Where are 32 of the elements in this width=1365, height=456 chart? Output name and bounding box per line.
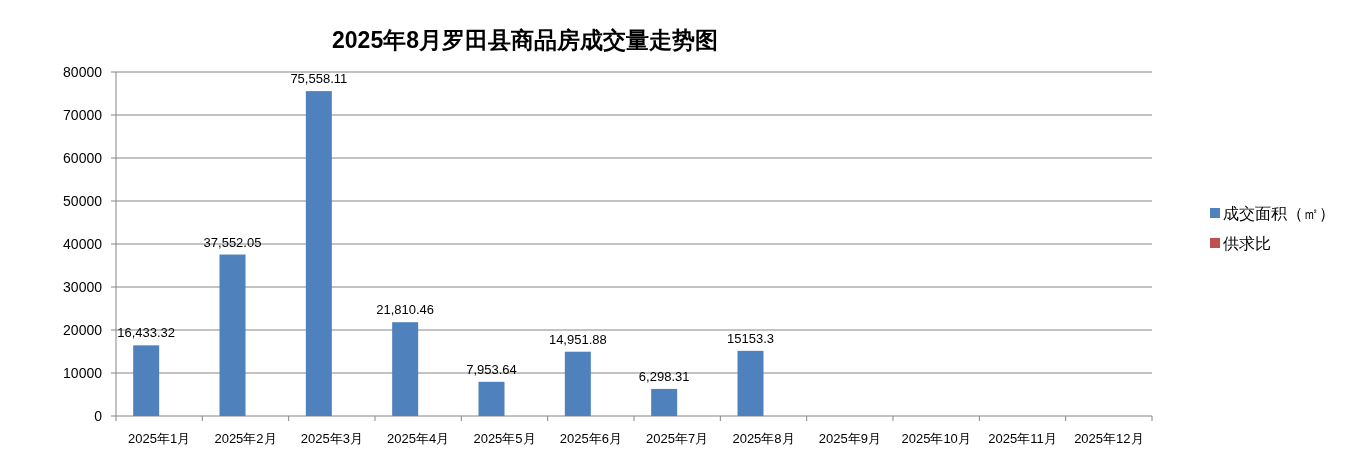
x-tick-label: 2025年11月 [988,431,1057,446]
data-label: 6,298.31 [638,368,690,384]
x-tick-label: 2025年9月 [818,431,881,446]
y-tick-label: 70000 [63,107,103,123]
x-tick-label: 2025年4月 [387,431,450,446]
data-label: 37,552.05 [203,234,262,250]
y-tick-label: 30000 [63,279,103,295]
data-label: 15153.3 [727,330,774,346]
x-tick-label: 2025年1月 [128,431,191,446]
x-tick-label: 2025年10月 [901,431,971,446]
title: 2025年8月罗田县商品房成交量走势图 [332,27,718,53]
x-tick-label: 2025年3月 [300,431,363,446]
x-tick-label: 2025年12月 [1074,431,1144,446]
y-tick-label: 10000 [63,365,103,381]
x-tick-label: 2025年2月 [214,431,277,446]
data-label: 14,951.88 [548,331,607,347]
x-tick-label: 2025年5月 [473,431,536,446]
data-label: 75,558.11 [290,71,348,87]
y-tick-label: 60000 [63,150,103,166]
y-tick-label: 0 [94,408,103,424]
x-tick-label: 2025年6月 [559,431,622,446]
data-label: 21,810.46 [376,302,435,318]
data-label: 7,953.64 [466,361,517,377]
legend-label: 供求比 [1223,235,1271,252]
y-tick-label: 40000 [63,236,103,252]
y-tick-label: 20000 [63,322,103,338]
legend-label: 成交面积（㎡） [1223,205,1335,222]
y-tick-label: 80000 [63,64,103,80]
x-tick-label: 2025年8月 [732,431,795,446]
y-tick-label: 50000 [63,193,103,209]
x-tick-label: 2025年7月 [646,431,709,446]
data-label: 16,433.32 [117,325,176,341]
